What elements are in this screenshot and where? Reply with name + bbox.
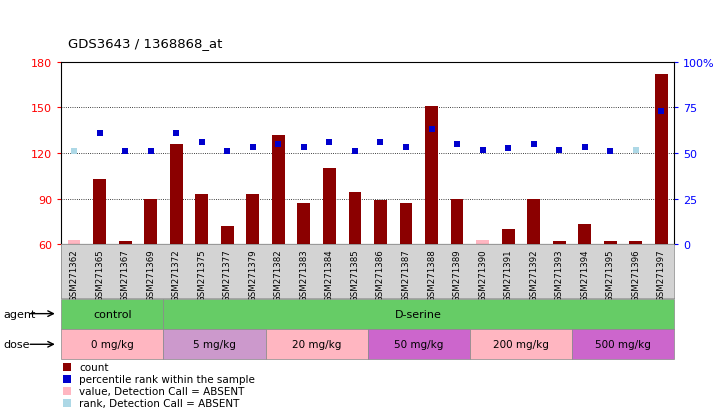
Text: GSM271387: GSM271387 <box>402 249 410 301</box>
Text: GSM271377: GSM271377 <box>223 249 231 301</box>
Text: 50 mg/kg: 50 mg/kg <box>394 339 443 349</box>
Text: 0 mg/kg: 0 mg/kg <box>91 339 133 349</box>
Bar <box>629 242 642 244</box>
Text: GSM271382: GSM271382 <box>274 249 283 301</box>
Text: GSM271397: GSM271397 <box>657 249 666 301</box>
Text: GSM271386: GSM271386 <box>376 249 385 301</box>
Text: 5 mg/kg: 5 mg/kg <box>193 339 236 349</box>
Text: GSM271375: GSM271375 <box>198 249 206 301</box>
Text: rank, Detection Call = ABSENT: rank, Detection Call = ABSENT <box>79 398 239 408</box>
Text: GSM271362: GSM271362 <box>69 249 79 301</box>
Bar <box>477 240 489 244</box>
Text: 200 mg/kg: 200 mg/kg <box>493 339 549 349</box>
Text: dose: dose <box>4 339 30 349</box>
Bar <box>527 199 540 244</box>
Bar <box>298 204 310 244</box>
Bar <box>323 169 336 244</box>
Bar <box>144 199 157 244</box>
Text: GSM271372: GSM271372 <box>172 249 181 301</box>
Text: GSM271367: GSM271367 <box>120 249 130 301</box>
Bar <box>119 242 131 244</box>
Bar <box>221 226 234 244</box>
Bar <box>170 145 182 244</box>
Text: GSM271391: GSM271391 <box>504 249 513 301</box>
Text: GSM271393: GSM271393 <box>554 249 564 301</box>
Text: GSM271395: GSM271395 <box>606 249 615 301</box>
Bar <box>68 240 81 244</box>
Text: value, Detection Call = ABSENT: value, Detection Call = ABSENT <box>79 386 244 396</box>
Bar <box>247 195 259 244</box>
Bar <box>348 193 361 244</box>
Bar <box>604 242 616 244</box>
Text: GSM271383: GSM271383 <box>299 249 309 301</box>
Bar <box>195 195 208 244</box>
Text: control: control <box>93 309 132 319</box>
Text: GSM271392: GSM271392 <box>529 249 538 301</box>
Bar <box>272 135 285 244</box>
Text: GSM271388: GSM271388 <box>427 249 436 301</box>
Bar <box>93 179 106 244</box>
Text: GSM271389: GSM271389 <box>453 249 461 301</box>
Bar <box>553 242 565 244</box>
Text: GSM271384: GSM271384 <box>325 249 334 301</box>
Bar <box>451 199 464 244</box>
Text: count: count <box>79 362 109 372</box>
Text: 500 mg/kg: 500 mg/kg <box>595 339 651 349</box>
Bar <box>578 225 591 244</box>
Text: GSM271385: GSM271385 <box>350 249 360 301</box>
Text: agent: agent <box>4 309 36 319</box>
Text: GSM271390: GSM271390 <box>478 249 487 301</box>
Bar <box>425 107 438 244</box>
Text: D-serine: D-serine <box>395 309 442 319</box>
Bar <box>502 229 515 244</box>
Text: GSM271379: GSM271379 <box>248 249 257 301</box>
Bar <box>399 204 412 244</box>
Bar <box>374 201 387 244</box>
Text: GSM271396: GSM271396 <box>632 249 640 301</box>
Text: GDS3643 / 1368868_at: GDS3643 / 1368868_at <box>68 38 223 50</box>
Bar <box>655 75 668 244</box>
Text: GSM271369: GSM271369 <box>146 249 155 301</box>
Text: GSM271365: GSM271365 <box>95 249 104 301</box>
Text: GSM271394: GSM271394 <box>580 249 589 301</box>
Text: percentile rank within the sample: percentile rank within the sample <box>79 374 255 384</box>
Text: 20 mg/kg: 20 mg/kg <box>292 339 341 349</box>
